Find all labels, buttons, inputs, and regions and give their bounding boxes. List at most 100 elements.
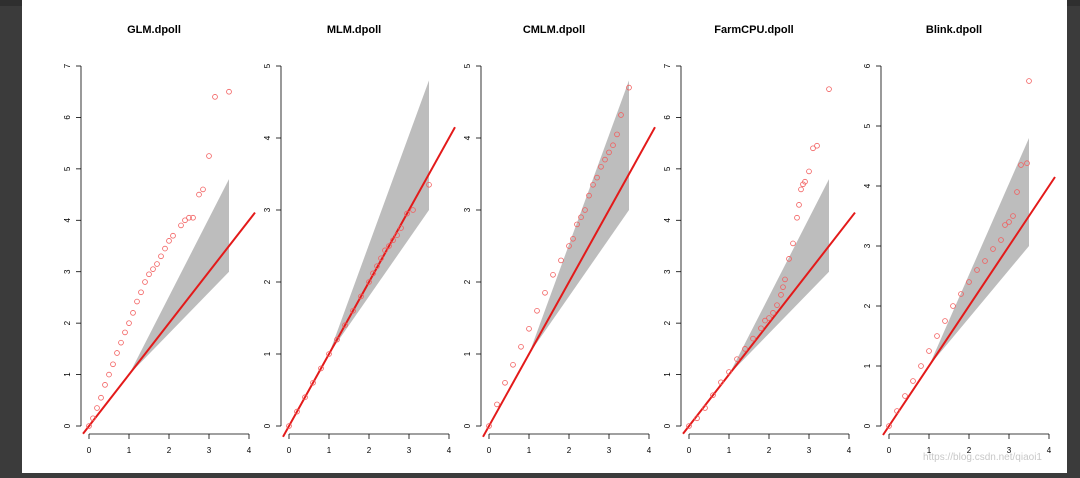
data-point bbox=[154, 261, 160, 267]
x-tick-label: 1 bbox=[927, 446, 932, 455]
data-point bbox=[318, 365, 324, 372]
data-point bbox=[162, 245, 168, 252]
data-point bbox=[590, 182, 596, 188]
qq-plot-figure: GLM.dpoll 0 1 2 3 4 5 6 7 0 1 2 3 4 MLM.dpoll 0 1 2 3 4 5 0 1 2… bbox=[63, 24, 1056, 463]
data-point bbox=[910, 378, 916, 384]
y-tick-label: 3 bbox=[263, 207, 272, 212]
reference-line bbox=[682, 211, 856, 435]
y-tick-label: 5 bbox=[663, 166, 672, 171]
data-point bbox=[190, 214, 196, 221]
data-point bbox=[918, 363, 924, 369]
data-point bbox=[826, 86, 832, 92]
y-tick-label: 0 bbox=[863, 423, 872, 428]
x-tick-label: 0 bbox=[487, 446, 492, 455]
data-point bbox=[570, 236, 576, 242]
y-tick-label: 2 bbox=[263, 279, 272, 284]
confidence-band bbox=[129, 179, 229, 375]
data-point bbox=[626, 84, 632, 91]
x-tick-label: 0 bbox=[687, 446, 692, 455]
data-point bbox=[142, 279, 148, 285]
y-tick-label: 1 bbox=[863, 363, 872, 368]
data-point bbox=[178, 222, 184, 229]
y-tick-label: 2 bbox=[663, 320, 672, 325]
data-point bbox=[326, 351, 332, 357]
data-point bbox=[94, 405, 100, 411]
data-point bbox=[106, 371, 112, 378]
data-point bbox=[958, 291, 964, 297]
data-point bbox=[382, 247, 388, 254]
data-point bbox=[510, 361, 516, 368]
y-tick-label: 1 bbox=[263, 351, 272, 356]
data-point bbox=[200, 186, 206, 193]
x-tick-label: 3 bbox=[1007, 446, 1012, 455]
data-point bbox=[778, 292, 784, 298]
data-point bbox=[742, 346, 748, 352]
x-tick-label: 0 bbox=[887, 446, 892, 455]
y-tick-label: 6 bbox=[863, 63, 872, 68]
data-point bbox=[350, 307, 356, 314]
x-tick-label: 0 bbox=[287, 446, 292, 455]
data-point bbox=[758, 325, 764, 332]
data-point bbox=[146, 271, 152, 278]
data-point bbox=[798, 186, 804, 193]
data-point bbox=[886, 423, 892, 429]
x-tick-label: 3 bbox=[207, 446, 212, 455]
panel-title: FarmCPU.dpoll bbox=[714, 24, 793, 36]
confidence-band bbox=[329, 80, 429, 355]
data-point bbox=[806, 168, 812, 175]
x-tick-label: 4 bbox=[647, 446, 652, 455]
data-point bbox=[286, 423, 292, 429]
data-point bbox=[526, 325, 532, 332]
data-point bbox=[618, 112, 624, 118]
data-point bbox=[294, 408, 300, 415]
y-tick-label: 2 bbox=[863, 303, 872, 308]
data-point bbox=[182, 217, 188, 224]
data-point bbox=[802, 178, 808, 185]
data-point bbox=[582, 207, 588, 213]
data-point bbox=[518, 343, 524, 350]
y-tick-label: 1 bbox=[463, 351, 472, 356]
data-point bbox=[118, 339, 124, 346]
x-tick-label: 3 bbox=[607, 446, 612, 455]
y-tick-label: 2 bbox=[463, 279, 472, 284]
data-point bbox=[796, 202, 802, 208]
data-point bbox=[130, 310, 136, 316]
data-point bbox=[390, 237, 396, 244]
y-tick-label: 3 bbox=[663, 269, 672, 274]
x-tick-label: 4 bbox=[1047, 446, 1052, 455]
data-point bbox=[774, 302, 780, 308]
data-point bbox=[374, 263, 380, 269]
data-point bbox=[926, 348, 932, 354]
data-point bbox=[386, 243, 392, 249]
data-point bbox=[122, 329, 128, 336]
panel-5: Blink.dpoll 0 1 2 3 4 5 6 0 1 2 3 4 bbox=[863, 24, 1056, 455]
y-tick-label: 5 bbox=[63, 166, 72, 171]
y-tick-label: 4 bbox=[463, 135, 472, 140]
data-point bbox=[686, 423, 692, 429]
data-point bbox=[170, 232, 176, 239]
panel-title: GLM.dpoll bbox=[127, 24, 181, 36]
data-point bbox=[502, 379, 508, 386]
data-point bbox=[710, 392, 716, 398]
data-point bbox=[1002, 222, 1008, 228]
data-point bbox=[990, 246, 996, 252]
x-tick-label: 1 bbox=[727, 446, 732, 455]
data-point bbox=[138, 289, 144, 296]
x-tick-label: 4 bbox=[247, 446, 252, 455]
data-point bbox=[226, 88, 232, 95]
data-point bbox=[114, 350, 120, 356]
data-point bbox=[726, 369, 732, 375]
data-point bbox=[794, 214, 800, 221]
data-point bbox=[566, 243, 572, 249]
y-tick-label: 7 bbox=[663, 63, 672, 68]
y-tick-label: 4 bbox=[863, 183, 872, 188]
y-tick-label: 0 bbox=[663, 423, 672, 428]
data-point bbox=[694, 415, 700, 422]
y-tick-label: 5 bbox=[263, 63, 272, 68]
data-point bbox=[166, 238, 172, 244]
data-point bbox=[370, 270, 376, 277]
data-point bbox=[206, 153, 212, 159]
data-point bbox=[814, 142, 820, 149]
data-point bbox=[766, 315, 772, 321]
